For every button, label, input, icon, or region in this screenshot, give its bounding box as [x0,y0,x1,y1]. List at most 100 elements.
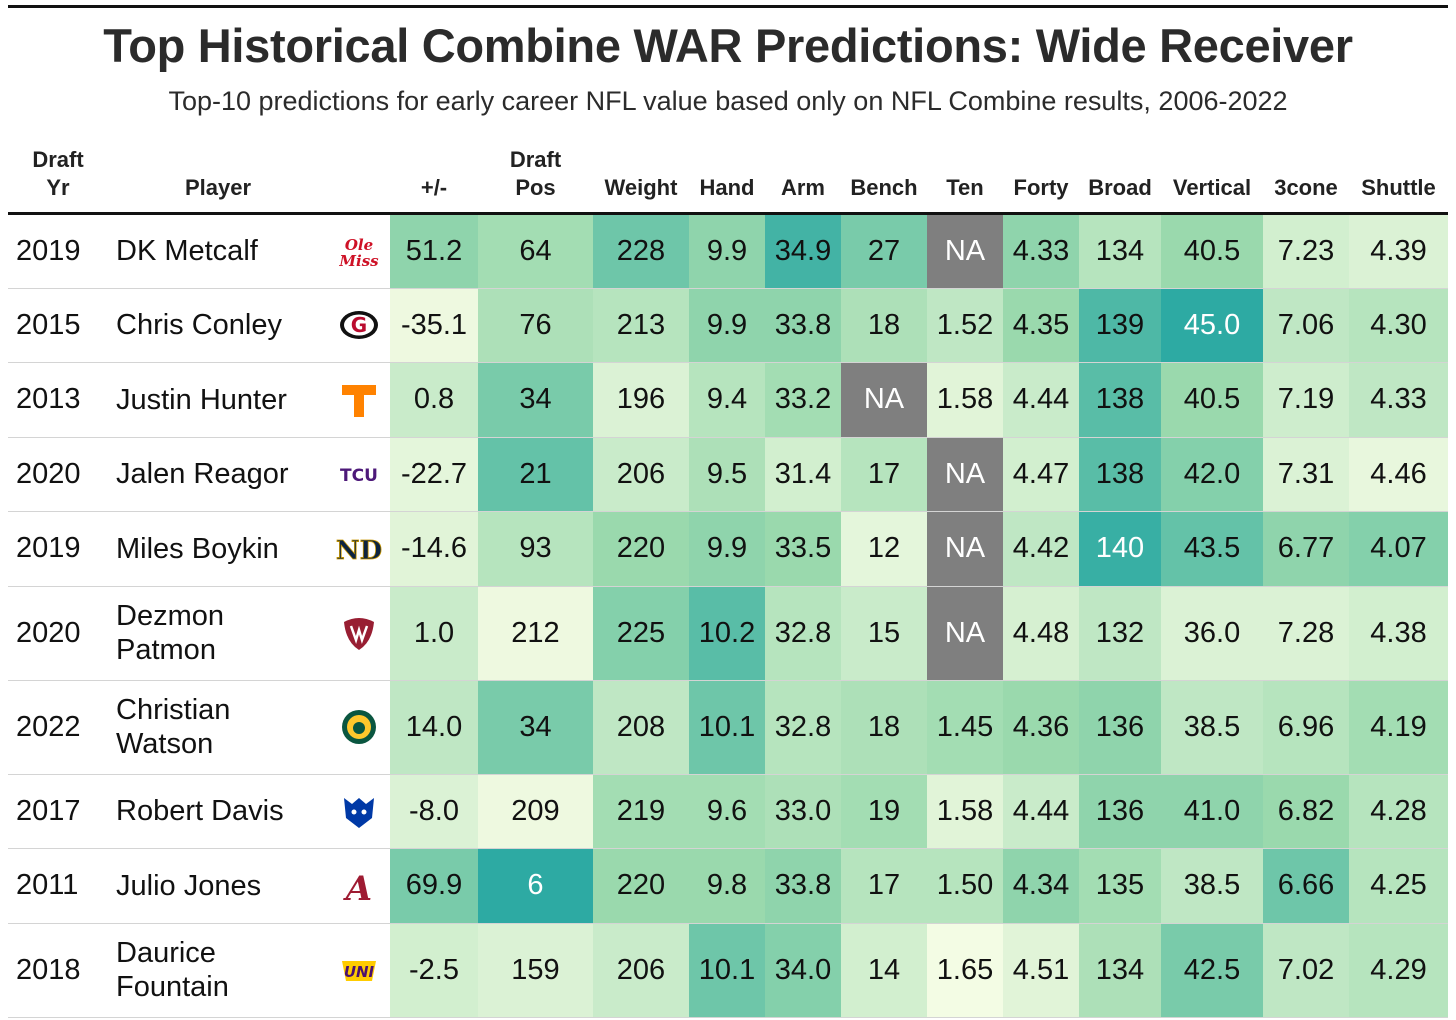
cell-bench: 19 [841,774,927,849]
table-row: 2011 Julio Jones A 69.9 6 220 9.8 33.8 17 1.50 4.3… [8,848,1448,924]
column-header-line1 [1349,146,1448,174]
column-header-line2: Hand [699,175,755,200]
cell-broad: 139 [1079,288,1161,363]
cell-draft-year: 2019 [16,234,81,267]
cell-pos: 76 [478,288,593,363]
player-name-line: Miles Boykin [116,532,279,565]
column-header-line2: Player [184,175,252,200]
cell-shuttle: 4.07 [1349,511,1448,586]
cell-broad: 134 [1079,923,1161,1017]
table-row: 2017 Robert Davis -8.0 209 219 9.6 33.0 19 1.58 4… [8,774,1448,849]
player-name-line: Justin Hunter [116,383,287,416]
cell-hand: 9.9 [689,511,765,586]
cell-broad: 135 [1079,848,1161,923]
column-header-line1 [1161,146,1263,174]
column-header-line1 [593,146,689,174]
cell-forty: 4.34 [1003,848,1079,923]
column-header-line2: Vertical [1172,175,1252,200]
table-row: 2018 Daurice Fountain UNI -2.5 159 206 10.1 34.0… [8,923,1448,1017]
cell-vertical: 42.0 [1161,437,1263,512]
cell-vertical: 36.0 [1161,586,1263,680]
school-logo-icon: A [328,849,390,924]
cell-ten: 1.52 [927,288,1003,363]
cell-bench: 18 [841,288,927,363]
cell-forty: 4.36 [1003,680,1079,774]
cell-vertical: 43.5 [1161,511,1263,586]
chart-subtitle: Top-10 predictions for early career NFL … [168,86,1288,116]
cell-weight: 219 [593,774,689,849]
player-name-line: Fountain [116,971,229,1003]
column-header-line2: Broad [1088,175,1152,200]
player-name-line: Dezmon [116,600,224,632]
cell-vertical: 41.0 [1161,774,1263,849]
cell-weight: 196 [593,362,689,437]
column-header-line2: Ten [946,175,984,200]
cell-vertical: 38.5 [1161,848,1263,923]
cell-arm: 32.8 [765,680,841,774]
cell-hand: 9.5 [689,437,765,512]
cell-player: DK Metcalf [108,214,328,289]
cell-arm: 33.8 [765,288,841,363]
cell-hand: 9.6 [689,774,765,849]
column-header-line1 [689,146,765,174]
player-name-line: Jalen Reagor [116,458,289,491]
cell-arm: 34.0 [765,923,841,1017]
player-name-line: Patmon [116,634,216,666]
cell-cone: 6.77 [1263,511,1349,586]
header-row: Draft Yr Player +/- Draft Pos Weight Hand A… [8,132,1448,214]
predictions-table: Draft Yr Player +/- Draft Pos Weight Hand A… [8,132,1448,1018]
cell-pm: -22.7 [390,437,478,512]
column-header-yr: Draft Yr [8,132,108,214]
cell-arm: 33.5 [765,511,841,586]
cell-pm: -35.1 [390,288,478,363]
school-logo-icon [328,363,390,438]
cell-hand: 9.4 [689,362,765,437]
column-header-line2: 3cone [1274,175,1338,200]
cell-ten: 1.45 [927,680,1003,774]
cell-pos: 209 [478,774,593,849]
cell-player: Daurice Fountain [108,923,328,1017]
cell-forty: 4.47 [1003,437,1079,512]
cell-broad: 136 [1079,680,1161,774]
school-logo-icon [328,680,390,774]
cell-ten: 1.58 [927,774,1003,849]
school-logo-icon: UNI [328,923,390,1017]
cell-pm: 1.0 [390,586,478,680]
cell-player: Julio Jones [108,849,328,924]
column-header-line1: Draft [509,147,562,172]
school-logo-icon: ND [328,512,390,587]
column-header-forty: Forty [1003,132,1079,214]
cell-shuttle: 4.19 [1349,680,1448,774]
svg-text:G: G [351,313,367,337]
cell-weight: 228 [593,213,689,288]
cell-arm: 32.8 [765,586,841,680]
cell-bench: 17 [841,437,927,512]
cell-vertical: 38.5 [1161,680,1263,774]
cell-player: Justin Hunter [108,363,328,438]
cell-pm: -2.5 [390,923,478,1017]
cell-shuttle: 4.39 [1349,213,1448,288]
school-logo-icon: Ole Miss [328,214,390,289]
cell-broad: 138 [1079,362,1161,437]
cell-pos: 34 [478,680,593,774]
cell-hand: 10.2 [689,586,765,680]
column-header-weight: Weight [593,132,689,214]
column-header-line2: Bench [850,175,918,200]
column-header-logo [328,132,390,214]
cell-cone: 6.82 [1263,774,1349,849]
cell-pos: 6 [478,848,593,923]
cell-shuttle: 4.25 [1349,848,1448,923]
cell-weight: 225 [593,586,689,680]
cell-weight: 220 [593,848,689,923]
cell-draft-year: 2020 [16,457,81,490]
cell-hand: 9.9 [689,213,765,288]
cell-forty: 4.44 [1003,774,1079,849]
cell-bench: 15 [841,586,927,680]
cell-arm: 33.0 [765,774,841,849]
cell-arm: 31.4 [765,437,841,512]
cell-draft-year: 2020 [16,616,81,649]
column-header-broad: Broad [1079,132,1161,214]
cell-draft-year: 2013 [16,383,81,416]
cell-forty: 4.35 [1003,288,1079,363]
column-header-line1 [927,146,1003,174]
